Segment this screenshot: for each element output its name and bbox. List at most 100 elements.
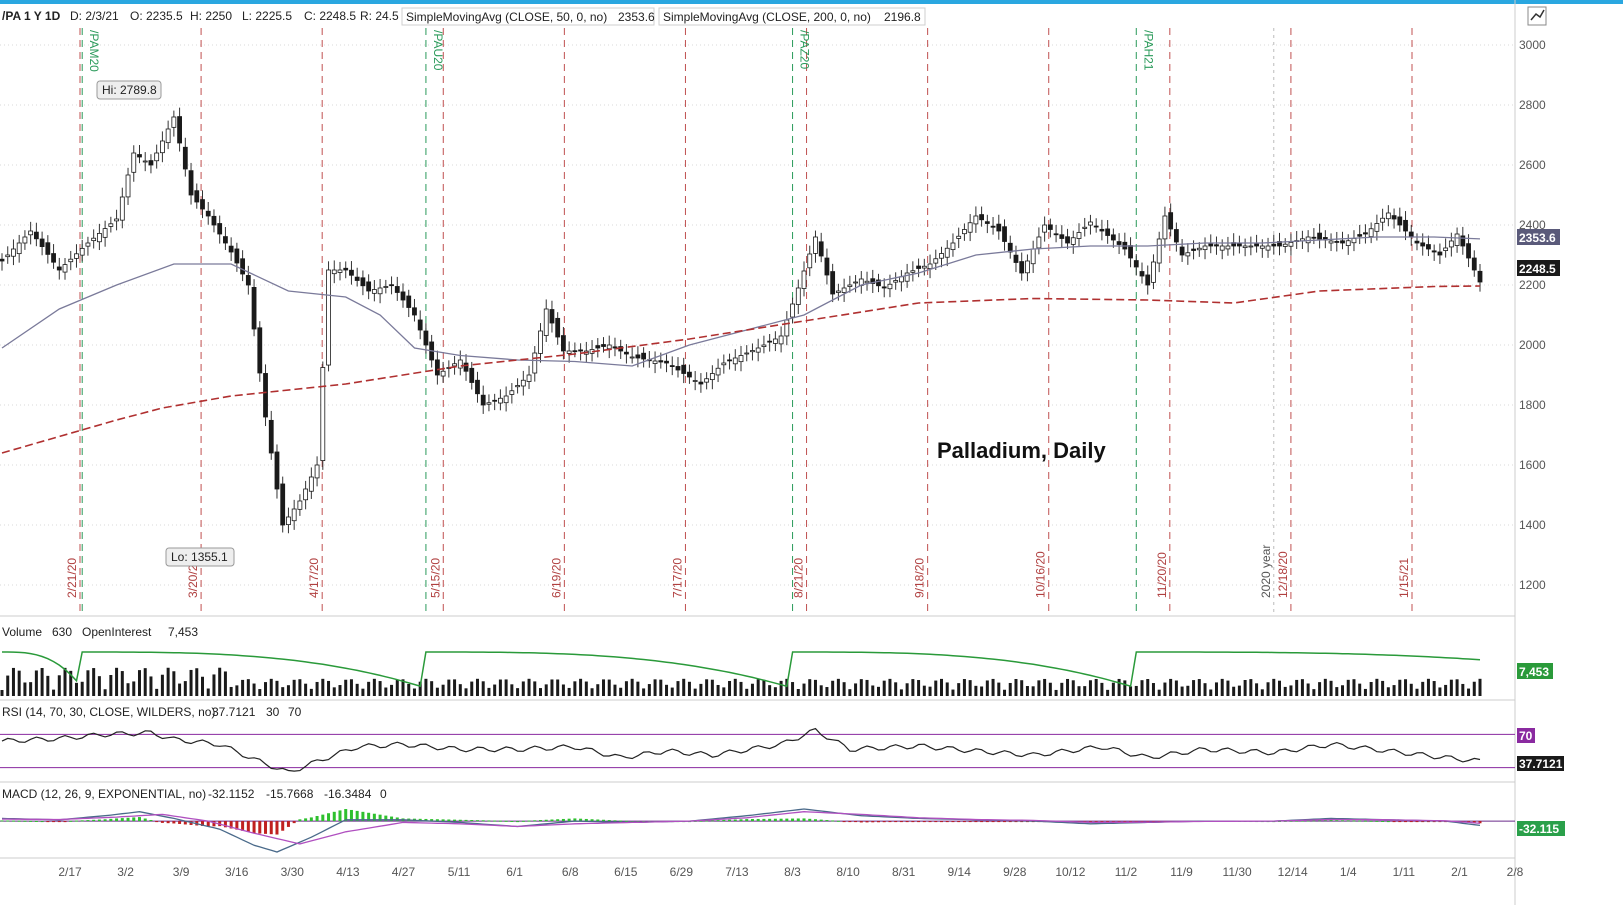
macd-hist-bar bbox=[928, 821, 932, 823]
candle-body bbox=[1099, 228, 1105, 232]
candle-body bbox=[641, 352, 647, 360]
candle-body bbox=[1065, 236, 1070, 244]
macd-hist-bar bbox=[745, 819, 749, 822]
macd-hist-bar bbox=[1352, 820, 1356, 822]
volume-bar bbox=[327, 680, 331, 696]
macd-hist-bar bbox=[246, 821, 250, 833]
candle-body bbox=[349, 269, 354, 276]
macd-hist-bar bbox=[917, 821, 921, 823]
high-label: H: 2250 bbox=[190, 9, 232, 23]
sma50-legend-box[interactable] bbox=[401, 7, 655, 26]
volume-bar bbox=[430, 681, 434, 696]
candle-body bbox=[652, 360, 658, 364]
candle-body bbox=[22, 236, 28, 244]
x-tick-label: 6/1 bbox=[506, 865, 523, 879]
candle-body bbox=[1082, 226, 1088, 229]
macd-hist-bar bbox=[1008, 821, 1012, 823]
candle-body bbox=[715, 367, 721, 376]
volume-bar bbox=[934, 680, 938, 696]
candle-body bbox=[1357, 234, 1363, 237]
candle-body bbox=[1466, 243, 1471, 259]
candle-body bbox=[492, 399, 498, 402]
volume-bar bbox=[859, 679, 863, 696]
x-tick-label: 11/9 bbox=[1170, 865, 1193, 879]
volume-bar bbox=[888, 678, 892, 696]
candle-body bbox=[308, 476, 314, 492]
candle-body bbox=[761, 344, 767, 347]
candle-body bbox=[182, 146, 188, 170]
macd-hist-bar bbox=[424, 818, 428, 822]
volume-bar bbox=[1449, 679, 1453, 696]
candle-body bbox=[1408, 231, 1414, 238]
volume-bar bbox=[693, 688, 697, 696]
candle-body bbox=[979, 214, 985, 221]
rsi-line bbox=[1, 727, 1481, 772]
volume-bar bbox=[940, 678, 944, 696]
macd-hist-bar bbox=[882, 821, 886, 823]
candle-body bbox=[1202, 245, 1208, 251]
candle-body bbox=[1156, 238, 1162, 264]
volume-bar bbox=[109, 675, 113, 696]
candle-body bbox=[624, 351, 629, 355]
macd-hist-bar bbox=[596, 819, 600, 822]
macd-hist-bar bbox=[23, 820, 27, 822]
macd-hist-bar bbox=[779, 818, 783, 822]
volume-bar bbox=[1300, 679, 1304, 696]
macd-hist-bar bbox=[338, 810, 342, 822]
volume-bar bbox=[991, 678, 995, 696]
macd-hist-bar bbox=[315, 816, 319, 822]
candle-body bbox=[125, 174, 131, 198]
sma200-legend-box[interactable] bbox=[658, 7, 926, 26]
rollover-label: /PAH21 bbox=[1141, 30, 1155, 71]
candle-body bbox=[5, 254, 11, 258]
macd-hist-bar bbox=[550, 819, 554, 822]
macd-hist-bar bbox=[1392, 821, 1396, 823]
volume-bar bbox=[195, 668, 199, 696]
candle-body bbox=[1059, 234, 1065, 239]
volume-bar bbox=[876, 686, 880, 696]
volume-bar bbox=[630, 678, 634, 696]
macd-hist-bar bbox=[149, 819, 153, 822]
macd-hist-bar bbox=[962, 821, 966, 823]
candle-body bbox=[1311, 236, 1317, 239]
volume-bar bbox=[836, 678, 840, 696]
volume-bar bbox=[1151, 683, 1155, 696]
volume-bar bbox=[183, 681, 187, 696]
expiration-label: 12/18/20 bbox=[1276, 551, 1290, 598]
candle-body bbox=[755, 347, 761, 353]
lo-callout: Lo: 1355.1 bbox=[165, 547, 235, 567]
macd-hist-bar bbox=[894, 821, 898, 823]
candle-body bbox=[950, 242, 956, 251]
volume-bar bbox=[573, 681, 577, 696]
drawing-tool-icon[interactable] bbox=[1527, 6, 1547, 26]
candle-body bbox=[887, 283, 893, 290]
candle-body bbox=[1248, 245, 1254, 248]
volume-bar bbox=[264, 682, 268, 696]
volume-bar bbox=[92, 668, 96, 696]
volume-bar bbox=[985, 680, 989, 696]
candle-body bbox=[709, 373, 715, 381]
candle-body bbox=[1185, 252, 1191, 257]
macd-hist-bar bbox=[212, 821, 216, 827]
sma50-price-tag: 2353.6 bbox=[1517, 229, 1560, 245]
candle-body bbox=[62, 264, 68, 273]
macd-hist-bar bbox=[504, 820, 508, 822]
volume-bar bbox=[241, 679, 245, 696]
macd-hist-bar bbox=[166, 821, 170, 824]
candle-body bbox=[1471, 257, 1477, 271]
macd-hist-bar bbox=[183, 821, 187, 825]
volume-bar bbox=[137, 670, 141, 696]
macd-hist-bar bbox=[172, 821, 176, 824]
macd-hist-bar bbox=[739, 819, 743, 822]
candle-body bbox=[698, 381, 704, 385]
candle-body bbox=[263, 373, 268, 418]
volume-bar bbox=[544, 684, 548, 696]
candle-body bbox=[1454, 233, 1460, 246]
macd-hist-bar bbox=[258, 821, 262, 834]
macd-hist-bar bbox=[11, 820, 15, 822]
volume-bar bbox=[1020, 680, 1024, 696]
volume-bar bbox=[315, 681, 319, 696]
macd-hist-bar bbox=[1341, 820, 1345, 822]
macd-hist-bar bbox=[1398, 821, 1402, 823]
